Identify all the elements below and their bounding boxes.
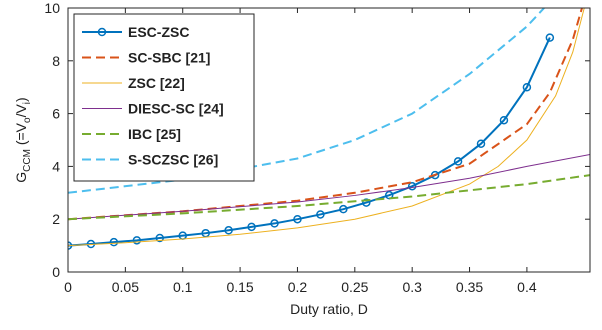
x-tick-label: 0.3 bbox=[402, 279, 422, 295]
y-tick-label: 8 bbox=[52, 53, 60, 69]
x-tick-label: 0.15 bbox=[226, 279, 253, 295]
series-marker bbox=[522, 82, 532, 92]
legend-label: ZSC [22] bbox=[128, 75, 185, 91]
x-tick-label: 0.2 bbox=[288, 279, 308, 295]
legend-label: DIESC-SC [24] bbox=[128, 101, 224, 117]
series-marker bbox=[384, 190, 394, 200]
y-axis-label-part: CCM bbox=[22, 149, 33, 172]
series-line bbox=[68, 8, 585, 247]
series-marker bbox=[362, 198, 371, 207]
series-marker bbox=[407, 181, 417, 191]
series-marker bbox=[453, 157, 463, 166]
y-axis-label-part: /V bbox=[13, 104, 29, 118]
x-tick-label: 0.35 bbox=[456, 279, 483, 295]
series-line bbox=[68, 174, 590, 221]
y-tick-label: 10 bbox=[44, 0, 60, 16]
legend-label: ESC-ZSC bbox=[128, 24, 189, 40]
legend-label: IBC [25] bbox=[128, 126, 181, 142]
x-tick-label: 0.1 bbox=[173, 279, 193, 295]
series-marker bbox=[132, 236, 142, 245]
y-tick-label: 6 bbox=[52, 106, 60, 122]
x-tick-label: 0 bbox=[64, 279, 72, 295]
x-tick-label: 0.4 bbox=[517, 279, 537, 295]
y-axis-label-part: o bbox=[22, 117, 33, 123]
x-axis-label: Duty ratio, D bbox=[290, 301, 368, 317]
series-marker bbox=[499, 115, 509, 125]
series-marker bbox=[316, 210, 325, 219]
series-line bbox=[68, 37, 551, 247]
x-tick-label: 0.05 bbox=[112, 279, 139, 295]
y-axis-label-part: i bbox=[22, 102, 33, 104]
series-marker bbox=[270, 219, 279, 228]
y-tick-label: 4 bbox=[52, 158, 60, 174]
y-tick-label: 2 bbox=[52, 211, 60, 227]
series-line bbox=[68, 8, 583, 221]
y-axis-label-part: G bbox=[13, 172, 29, 183]
series-marker bbox=[476, 139, 486, 148]
legend: ESC-ZSC SC-SBC [21] ZSC [22] DIESC-SC [24] I… bbox=[73, 13, 255, 182]
y-axis-label-part: (=V bbox=[13, 122, 29, 149]
y-axis-label-part: ) bbox=[13, 97, 29, 102]
y-axis-label: GCCM (=Vo/Vi) bbox=[13, 97, 33, 182]
legend-box bbox=[73, 13, 255, 182]
legend-label: S-SCZSC [26] bbox=[128, 152, 218, 168]
series-line bbox=[68, 154, 590, 220]
series-marker bbox=[155, 233, 165, 243]
x-tick-label: 0.25 bbox=[341, 279, 368, 295]
series-marker bbox=[339, 204, 348, 214]
legend-marker bbox=[97, 27, 107, 37]
series-marker bbox=[545, 33, 555, 42]
series-marker bbox=[293, 214, 302, 224]
series-marker bbox=[109, 237, 119, 247]
legend-label: SC-SBC [21] bbox=[128, 50, 210, 66]
series-marker bbox=[247, 222, 256, 232]
plot-frame bbox=[67, 7, 591, 273]
y-tick-label: 0 bbox=[52, 264, 60, 280]
series-marker bbox=[224, 226, 233, 235]
